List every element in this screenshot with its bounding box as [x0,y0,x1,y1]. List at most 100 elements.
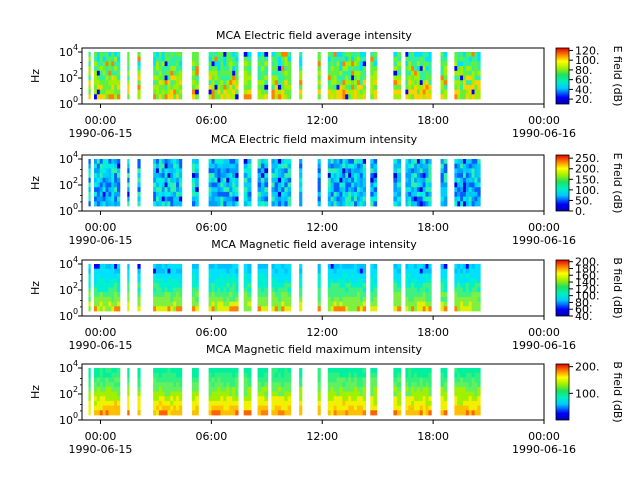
heatmap-cell [354,282,358,288]
heatmap-cell [348,296,352,302]
heatmap-cell [425,405,429,411]
heatmap-cell [214,268,218,274]
heatmap-cell [333,168,337,174]
heatmap-cell [299,182,303,188]
plot-frame [81,259,545,317]
heatmap-cell [137,306,141,312]
heatmap-cell [217,268,221,274]
heatmap-cell [330,273,335,279]
heatmap-cell [214,52,218,58]
heatmap-cell [393,301,398,307]
heatmap-cell [345,52,349,58]
heatmap-cell [173,391,177,397]
heatmap-cell [264,287,269,293]
heatmap-cell [102,264,106,270]
heatmap-cell [428,187,432,193]
heatmap-cell [411,377,415,383]
heatmap-cell [176,264,180,270]
heatmap-cell [235,94,239,100]
heatmap-cell [468,368,473,374]
heatmap-cell [229,56,233,62]
heatmap-cell [422,187,426,193]
heatmap-cell [457,386,461,392]
heatmap-cell [408,273,412,279]
heatmap-cell [281,268,285,274]
heatmap-cell [428,368,432,374]
heatmap-cell [370,405,374,411]
heatmap-cell [474,89,478,95]
heatmap-cell [425,287,429,293]
x-tick-label: 06:00 [196,114,228,127]
heatmap-cell [257,163,262,169]
heatmap-cell [356,382,361,388]
heatmap-cell [220,61,224,67]
heatmap-cell [191,61,196,67]
heatmap-cell [422,177,426,183]
heatmap-cell [454,287,458,293]
heatmap-cell [354,400,358,406]
heatmap-cell [243,89,248,95]
heatmap-cell [277,306,282,312]
heatmap-cell [167,372,171,378]
heatmap-cell [161,187,165,193]
heatmap-cell [247,287,252,293]
heatmap-cell [94,400,98,406]
heatmap-cell [167,391,171,397]
heatmap-cell [414,410,418,416]
heatmap-cell [393,187,398,193]
heatmap-cell [105,168,109,174]
heatmap-cell [284,191,288,197]
heatmap-cell [333,61,337,67]
heatmap-cell [274,80,279,86]
heatmap-cell [173,196,177,202]
heatmap-cell [111,201,115,207]
heatmap-cell [362,168,367,174]
heatmap-cell [229,372,233,378]
heatmap-cell [362,173,367,179]
heatmap-cell [284,80,288,86]
heatmap-cell [153,264,157,270]
heatmap-cell [277,287,282,293]
heatmap-cell [158,301,163,307]
heatmap-cell [271,52,276,58]
heatmap-cell [176,163,180,169]
heatmap-cell [336,201,340,207]
heatmap-cell [362,400,367,406]
heatmap-cell [342,372,346,378]
heatmap-cell [351,273,355,279]
heatmap-cell [117,89,121,95]
heatmap-cell [114,173,118,179]
heatmap-cell [208,386,212,392]
heatmap-cell [468,89,473,95]
heatmap-cell [460,168,464,174]
heatmap-cell [397,306,402,312]
heatmap-cell [111,80,115,86]
heatmap-cell [468,196,473,202]
heatmap-cell [422,301,426,307]
heatmap-cell [195,159,199,165]
heatmap-cell [419,301,424,307]
heatmap-cell [178,52,183,58]
heatmap-cell [114,80,118,86]
heatmap-cell [170,301,174,307]
heatmap-cell [471,372,475,378]
heatmap-cell [158,268,163,274]
heatmap-cell [345,61,349,67]
heatmap-cell [443,382,448,388]
heatmap-cell [317,177,321,183]
heatmap-cell [167,377,171,383]
heatmap-cell [351,61,355,67]
heatmap-cell [405,405,409,411]
heatmap-cell [156,382,160,388]
heatmap-cell [299,273,303,279]
heatmap-cell [411,268,415,274]
heatmap-cell [235,301,239,307]
heatmap-cell [468,377,473,383]
heatmap-cell [232,410,236,416]
heatmap-cell [405,268,409,274]
heatmap-cell [167,382,171,388]
heatmap-cell [235,191,239,197]
heatmap-cell [153,80,157,86]
heatmap-cell [354,80,358,86]
heatmap-cell [416,168,421,174]
